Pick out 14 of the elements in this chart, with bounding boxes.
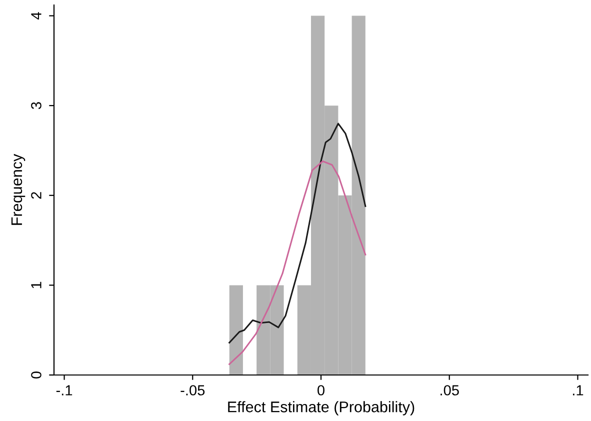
x-tick-label: -.05 — [180, 385, 205, 396]
x-axis-title: Effect Estimate (Probability) — [228, 401, 414, 416]
y-tick-label: 2 — [31, 192, 42, 199]
y-tick-label: 0 — [31, 372, 42, 378]
y-axis-title: Frequency — [11, 154, 26, 225]
y-tick-label: 4 — [31, 12, 42, 20]
y-tick-label: 1 — [31, 282, 42, 288]
line-series — [228, 122, 366, 344]
x-tick-label: -.1 — [56, 385, 72, 396]
x-tick-label: 0 — [318, 385, 324, 396]
line-series — [228, 160, 366, 365]
x-tick-label: .1 — [572, 385, 584, 396]
y-tick-label: 3 — [31, 102, 42, 110]
x-tick-label: .05 — [440, 385, 459, 396]
